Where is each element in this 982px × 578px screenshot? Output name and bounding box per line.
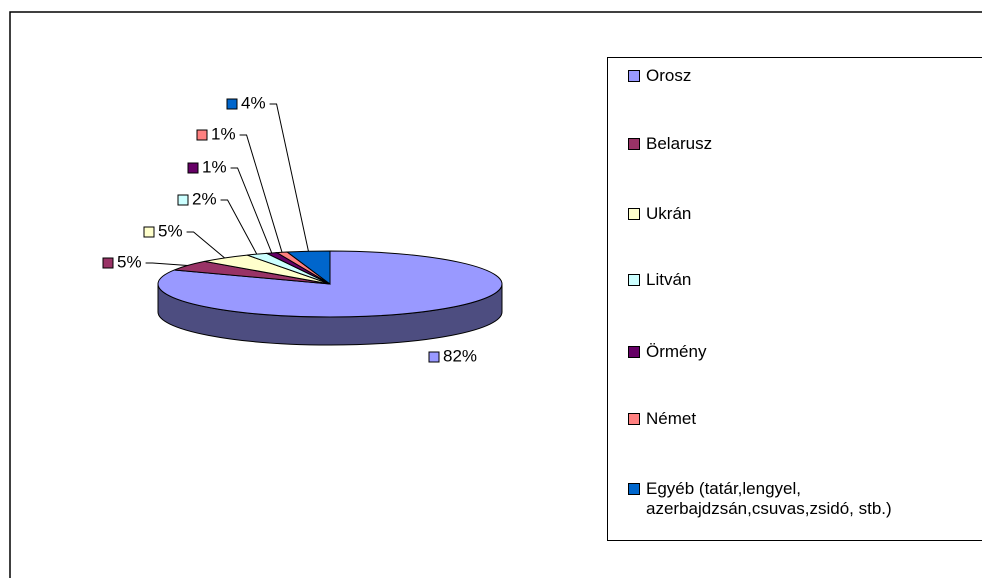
legend-key (628, 70, 640, 82)
label-key (187, 162, 199, 174)
legend-label: Örmény (646, 342, 707, 361)
leader-line (220, 199, 258, 255)
data-label: 5% (117, 252, 142, 271)
legend-key (628, 274, 640, 286)
data-label: 1% (211, 124, 236, 143)
data-label: 5% (158, 221, 183, 240)
leader-line (230, 167, 273, 254)
legend-item: Egyéb (tatár,lengyel, azerbajdzsán,csuva… (628, 479, 976, 519)
legend-label: Ukrán (646, 204, 692, 223)
data-label: 1% (202, 157, 227, 176)
legend-item: Ukrán (628, 204, 976, 224)
label-key (102, 257, 114, 269)
legend-key (628, 346, 640, 358)
legend-label: Egyéb (tatár,lengyel, azerbajdzsán,csuva… (646, 479, 892, 518)
legend-label: Német (646, 409, 697, 428)
leader-line (145, 262, 188, 266)
label-key (428, 351, 440, 363)
legend-item: Litván (628, 270, 976, 290)
label-key (196, 129, 208, 141)
legend-label: Belarusz (646, 134, 713, 153)
legend-label: Orosz (646, 66, 692, 85)
slice (285, 250, 331, 285)
label-key (226, 98, 238, 110)
legend: Orosz Belarusz Ukrán Litván Örmény Német Egyéb… (607, 57, 982, 541)
label-key (177, 194, 189, 206)
leader-line (269, 103, 309, 252)
leader-line (239, 134, 283, 253)
legend-item: Német (628, 409, 976, 429)
legend-item: Örmény (628, 342, 976, 362)
chart-border (9, 11, 982, 578)
data-label: 2% (192, 189, 217, 208)
data-label: 4% (241, 93, 266, 112)
legend-item: Orosz (628, 66, 976, 86)
legend-key (628, 483, 640, 495)
label-key (143, 226, 155, 238)
legend-label: Litván (646, 270, 692, 289)
data-label: 82% (443, 346, 477, 365)
legend-key (628, 413, 640, 425)
legend-item: Belarusz (628, 134, 976, 154)
leader-line (186, 231, 225, 259)
legend-key (628, 208, 640, 220)
legend-key (628, 138, 640, 150)
